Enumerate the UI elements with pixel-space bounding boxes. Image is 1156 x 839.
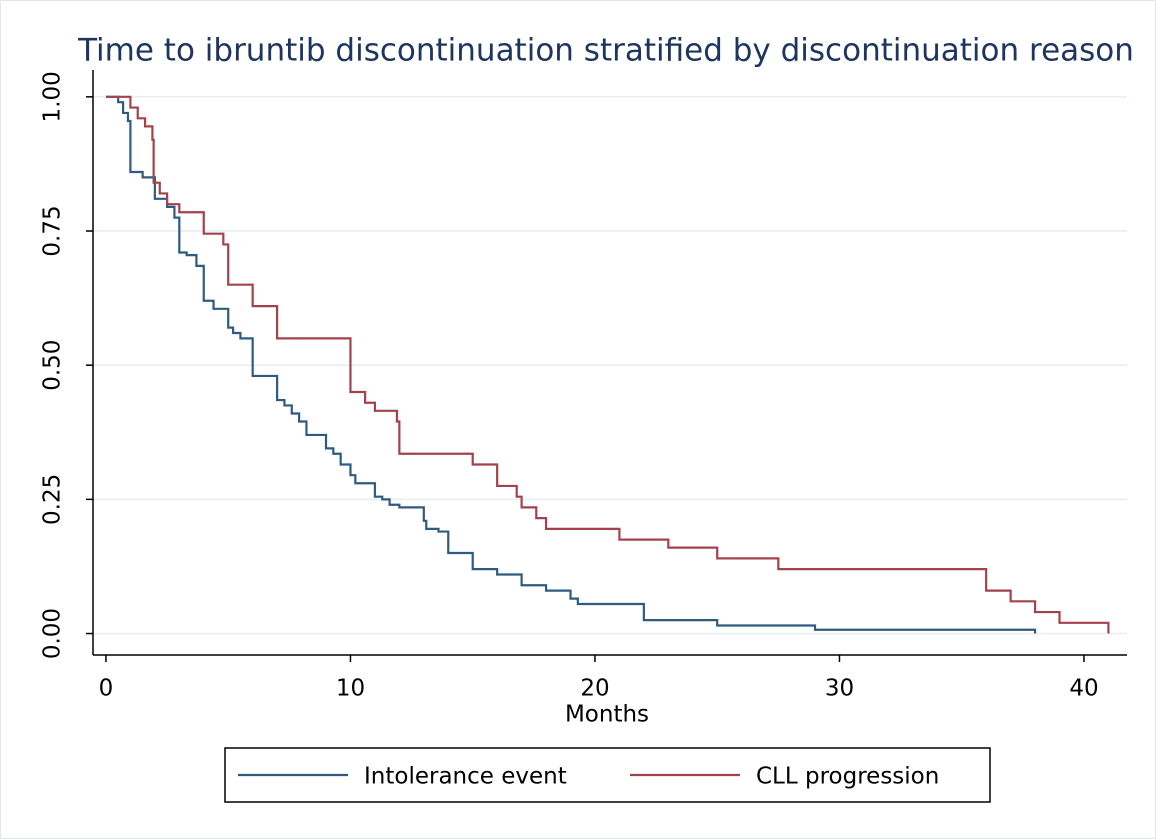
y-tick-label: 0.00: [40, 608, 66, 659]
legend-label: CLL progression: [756, 764, 939, 790]
y-tick-label: 0.25: [40, 474, 66, 525]
x-axis-label: Months: [565, 702, 649, 728]
km-curve: [105, 95, 1037, 634]
x-tick-label: 10: [336, 676, 365, 702]
legend-label: Intolerance event: [364, 764, 567, 790]
km-curve: [105, 95, 1110, 634]
y-tick-label: 0.50: [40, 340, 66, 391]
x-tick-label: 0: [99, 676, 114, 702]
x-tick-label: 30: [825, 676, 854, 702]
legend-box: [224, 747, 991, 803]
x-tick-label: 40: [1069, 676, 1098, 702]
chart-title: Time to ibruntib discontinuation stratif…: [77, 33, 1134, 69]
y-tick-label: 1.00: [40, 71, 66, 122]
x-tick-label: 20: [580, 676, 609, 702]
y-tick-label: 0.75: [40, 205, 66, 256]
